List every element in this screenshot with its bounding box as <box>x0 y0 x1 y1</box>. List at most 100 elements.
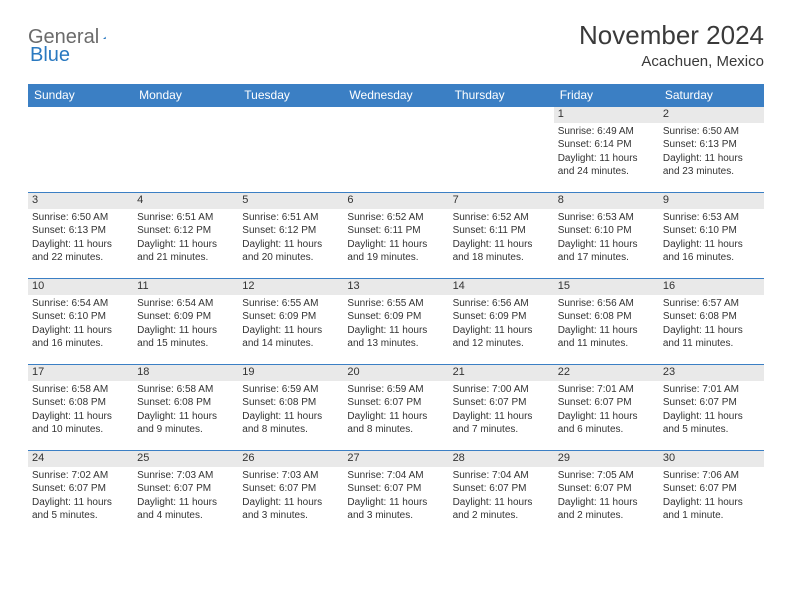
daylight-line: Daylight: 11 hours and 11 minutes. <box>558 324 655 351</box>
day-body-cell: Sunrise: 6:52 AMSunset: 6:11 PMDaylight:… <box>343 209 448 279</box>
day-number-cell: 2 <box>659 107 764 123</box>
sunrise-line: Sunrise: 6:54 AM <box>32 297 129 311</box>
day-body-cell: Sunrise: 7:01 AMSunset: 6:07 PMDaylight:… <box>659 381 764 451</box>
sunset-line: Sunset: 6:07 PM <box>137 482 234 496</box>
sunrise-line: Sunrise: 7:04 AM <box>347 469 444 483</box>
day-body-cell: Sunrise: 6:55 AMSunset: 6:09 PMDaylight:… <box>343 295 448 365</box>
day-number-cell <box>449 107 554 123</box>
day-number-row: 12 <box>28 107 764 123</box>
sunset-line: Sunset: 6:10 PM <box>558 224 655 238</box>
day-body-row: Sunrise: 6:58 AMSunset: 6:08 PMDaylight:… <box>28 381 764 451</box>
day-number-cell <box>133 107 238 123</box>
day-number-cell: 20 <box>343 365 448 381</box>
day-number-cell: 9 <box>659 193 764 209</box>
daylight-line: Daylight: 11 hours and 3 minutes. <box>347 496 444 523</box>
sunset-line: Sunset: 6:10 PM <box>32 310 129 324</box>
calendar-table: SundayMondayTuesdayWednesdayThursdayFrid… <box>28 84 764 537</box>
sunrise-line: Sunrise: 6:59 AM <box>347 383 444 397</box>
day-number-cell <box>238 107 343 123</box>
sunrise-line: Sunrise: 6:54 AM <box>137 297 234 311</box>
day-number-cell: 11 <box>133 279 238 295</box>
day-number-cell: 13 <box>343 279 448 295</box>
day-number-cell: 29 <box>554 451 659 467</box>
day-body-cell <box>238 123 343 193</box>
sunset-line: Sunset: 6:09 PM <box>453 310 550 324</box>
day-number-cell: 26 <box>238 451 343 467</box>
daylight-line: Daylight: 11 hours and 5 minutes. <box>32 496 129 523</box>
day-number-cell: 5 <box>238 193 343 209</box>
day-body-cell: Sunrise: 6:49 AMSunset: 6:14 PMDaylight:… <box>554 123 659 193</box>
sunset-line: Sunset: 6:07 PM <box>347 396 444 410</box>
daylight-line: Daylight: 11 hours and 23 minutes. <box>663 152 760 179</box>
day-number-cell: 30 <box>659 451 764 467</box>
day-number-cell: 3 <box>28 193 133 209</box>
day-body-cell: Sunrise: 7:06 AMSunset: 6:07 PMDaylight:… <box>659 467 764 537</box>
sunrise-line: Sunrise: 6:58 AM <box>137 383 234 397</box>
logo-word2-wrap: Blue <box>30 44 70 67</box>
day-body-cell: Sunrise: 6:55 AMSunset: 6:09 PMDaylight:… <box>238 295 343 365</box>
daylight-line: Daylight: 11 hours and 15 minutes. <box>137 324 234 351</box>
day-body-row: Sunrise: 6:49 AMSunset: 6:14 PMDaylight:… <box>28 123 764 193</box>
title-block: November 2024 Acachuen, Mexico <box>579 20 764 70</box>
sunset-line: Sunset: 6:07 PM <box>347 482 444 496</box>
day-body-cell: Sunrise: 7:03 AMSunset: 6:07 PMDaylight:… <box>238 467 343 537</box>
daylight-line: Daylight: 11 hours and 20 minutes. <box>242 238 339 265</box>
sunrise-line: Sunrise: 6:51 AM <box>242 211 339 225</box>
daylight-line: Daylight: 11 hours and 18 minutes. <box>453 238 550 265</box>
sunset-line: Sunset: 6:07 PM <box>453 396 550 410</box>
day-body-cell: Sunrise: 6:51 AMSunset: 6:12 PMDaylight:… <box>133 209 238 279</box>
weekday-header: Saturday <box>659 84 764 107</box>
day-body-cell: Sunrise: 6:59 AMSunset: 6:07 PMDaylight:… <box>343 381 448 451</box>
day-body-cell: Sunrise: 7:04 AMSunset: 6:07 PMDaylight:… <box>449 467 554 537</box>
sunrise-line: Sunrise: 6:56 AM <box>558 297 655 311</box>
day-number-cell: 8 <box>554 193 659 209</box>
daylight-line: Daylight: 11 hours and 19 minutes. <box>347 238 444 265</box>
sunrise-line: Sunrise: 7:02 AM <box>32 469 129 483</box>
daylight-line: Daylight: 11 hours and 22 minutes. <box>32 238 129 265</box>
daylight-line: Daylight: 11 hours and 17 minutes. <box>558 238 655 265</box>
daylight-line: Daylight: 11 hours and 1 minute. <box>663 496 760 523</box>
daylight-line: Daylight: 11 hours and 2 minutes. <box>558 496 655 523</box>
sunrise-line: Sunrise: 7:03 AM <box>242 469 339 483</box>
daylight-line: Daylight: 11 hours and 8 minutes. <box>347 410 444 437</box>
day-body-cell: Sunrise: 7:05 AMSunset: 6:07 PMDaylight:… <box>554 467 659 537</box>
daylight-line: Daylight: 11 hours and 16 minutes. <box>663 238 760 265</box>
sunset-line: Sunset: 6:08 PM <box>137 396 234 410</box>
sunset-line: Sunset: 6:12 PM <box>242 224 339 238</box>
day-number-row: 24252627282930 <box>28 451 764 467</box>
day-body-cell: Sunrise: 7:01 AMSunset: 6:07 PMDaylight:… <box>554 381 659 451</box>
day-body-cell: Sunrise: 6:56 AMSunset: 6:08 PMDaylight:… <box>554 295 659 365</box>
sunset-line: Sunset: 6:11 PM <box>347 224 444 238</box>
day-number-cell: 16 <box>659 279 764 295</box>
sunset-line: Sunset: 6:13 PM <box>32 224 129 238</box>
weekday-header-row: SundayMondayTuesdayWednesdayThursdayFrid… <box>28 84 764 107</box>
day-number-row: 10111213141516 <box>28 279 764 295</box>
day-body-cell: Sunrise: 7:04 AMSunset: 6:07 PMDaylight:… <box>343 467 448 537</box>
sunrise-line: Sunrise: 7:06 AM <box>663 469 760 483</box>
daylight-line: Daylight: 11 hours and 7 minutes. <box>453 410 550 437</box>
sunset-line: Sunset: 6:07 PM <box>663 482 760 496</box>
sunset-line: Sunset: 6:08 PM <box>32 396 129 410</box>
sunrise-line: Sunrise: 6:58 AM <box>32 383 129 397</box>
location: Acachuen, Mexico <box>579 53 764 70</box>
daylight-line: Daylight: 11 hours and 9 minutes. <box>137 410 234 437</box>
day-body-cell: Sunrise: 6:50 AMSunset: 6:13 PMDaylight:… <box>659 123 764 193</box>
sunrise-line: Sunrise: 7:03 AM <box>137 469 234 483</box>
sunset-line: Sunset: 6:10 PM <box>663 224 760 238</box>
day-body-cell: Sunrise: 6:58 AMSunset: 6:08 PMDaylight:… <box>133 381 238 451</box>
day-body-row: Sunrise: 6:50 AMSunset: 6:13 PMDaylight:… <box>28 209 764 279</box>
day-number-cell <box>343 107 448 123</box>
sunrise-line: Sunrise: 7:00 AM <box>453 383 550 397</box>
sunrise-line: Sunrise: 6:50 AM <box>663 125 760 139</box>
day-number-cell: 24 <box>28 451 133 467</box>
day-number-cell: 28 <box>449 451 554 467</box>
sunset-line: Sunset: 6:09 PM <box>347 310 444 324</box>
sunset-line: Sunset: 6:11 PM <box>453 224 550 238</box>
sunrise-line: Sunrise: 6:55 AM <box>347 297 444 311</box>
daylight-line: Daylight: 11 hours and 5 minutes. <box>663 410 760 437</box>
day-number-cell: 22 <box>554 365 659 381</box>
day-body-cell: Sunrise: 7:02 AMSunset: 6:07 PMDaylight:… <box>28 467 133 537</box>
weekday-header: Friday <box>554 84 659 107</box>
day-body-cell: Sunrise: 6:56 AMSunset: 6:09 PMDaylight:… <box>449 295 554 365</box>
sunrise-line: Sunrise: 6:55 AM <box>242 297 339 311</box>
